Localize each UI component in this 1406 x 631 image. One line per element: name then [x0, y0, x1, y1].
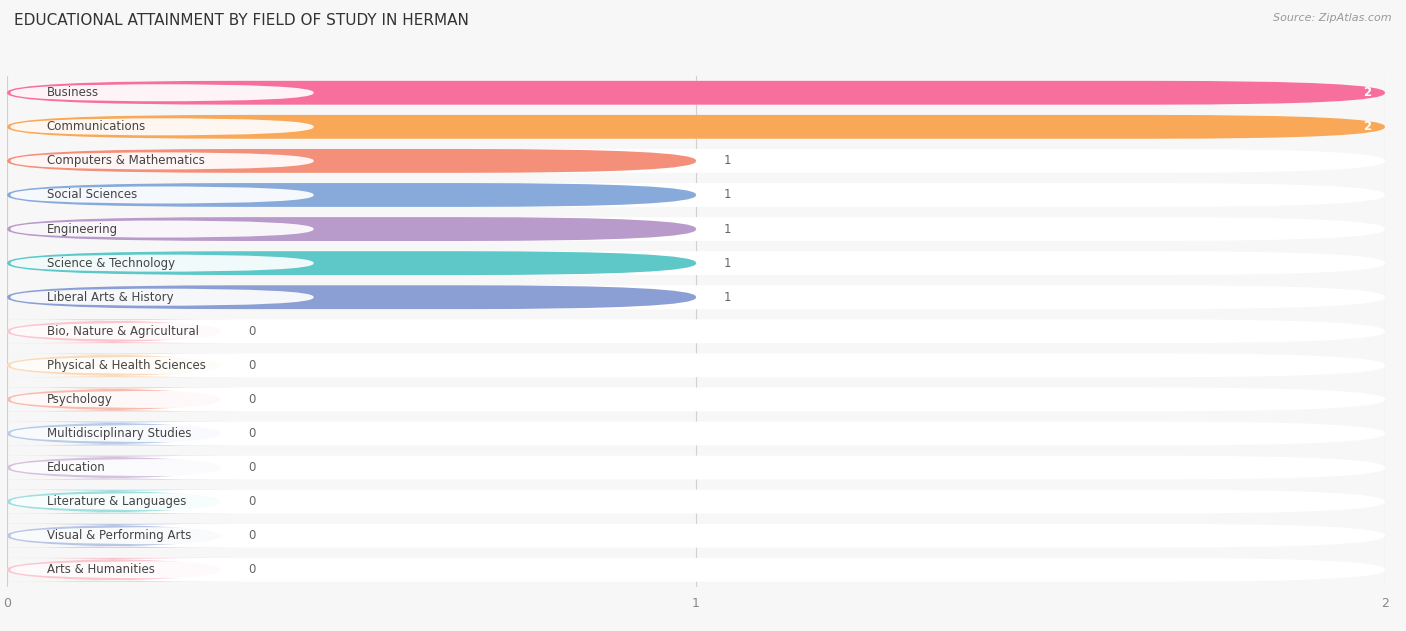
FancyBboxPatch shape	[7, 353, 1385, 377]
FancyBboxPatch shape	[0, 387, 239, 411]
FancyBboxPatch shape	[10, 220, 314, 238]
Text: Bio, Nature & Agricultural: Bio, Nature & Agricultural	[46, 325, 198, 338]
FancyBboxPatch shape	[10, 152, 314, 170]
Text: Education: Education	[46, 461, 105, 474]
FancyBboxPatch shape	[0, 490, 239, 514]
Text: 0: 0	[247, 359, 256, 372]
Text: 1: 1	[724, 189, 731, 201]
Text: Arts & Humanities: Arts & Humanities	[46, 563, 155, 576]
Text: 2: 2	[1362, 121, 1371, 133]
Text: 0: 0	[247, 325, 256, 338]
FancyBboxPatch shape	[0, 524, 239, 548]
Text: Engineering: Engineering	[46, 223, 118, 235]
FancyBboxPatch shape	[10, 254, 314, 272]
FancyBboxPatch shape	[7, 422, 1385, 445]
Text: 1: 1	[724, 155, 731, 167]
Text: Physical & Health Sciences: Physical & Health Sciences	[46, 359, 205, 372]
Text: Source: ZipAtlas.com: Source: ZipAtlas.com	[1274, 13, 1392, 23]
FancyBboxPatch shape	[10, 186, 314, 204]
Text: 2: 2	[1362, 86, 1371, 99]
Text: Literature & Languages: Literature & Languages	[46, 495, 186, 508]
Text: 1: 1	[724, 291, 731, 304]
Text: 1: 1	[724, 257, 731, 269]
FancyBboxPatch shape	[7, 81, 1385, 105]
Text: 1: 1	[724, 223, 731, 235]
FancyBboxPatch shape	[7, 251, 696, 275]
Text: 0: 0	[247, 529, 256, 542]
Text: Computers & Mathematics: Computers & Mathematics	[46, 155, 205, 167]
FancyBboxPatch shape	[10, 459, 314, 476]
FancyBboxPatch shape	[7, 319, 1385, 343]
Text: Social Sciences: Social Sciences	[46, 189, 138, 201]
FancyBboxPatch shape	[0, 456, 239, 480]
FancyBboxPatch shape	[10, 425, 314, 442]
Text: 0: 0	[247, 427, 256, 440]
Text: 0: 0	[247, 393, 256, 406]
FancyBboxPatch shape	[0, 422, 239, 445]
FancyBboxPatch shape	[7, 149, 696, 173]
FancyBboxPatch shape	[7, 81, 1385, 105]
FancyBboxPatch shape	[10, 561, 314, 579]
FancyBboxPatch shape	[7, 115, 1385, 139]
FancyBboxPatch shape	[10, 118, 314, 136]
FancyBboxPatch shape	[0, 319, 239, 343]
FancyBboxPatch shape	[7, 183, 1385, 207]
FancyBboxPatch shape	[7, 217, 696, 241]
FancyBboxPatch shape	[7, 490, 1385, 514]
FancyBboxPatch shape	[10, 322, 314, 340]
Text: Liberal Arts & History: Liberal Arts & History	[46, 291, 173, 304]
FancyBboxPatch shape	[7, 285, 1385, 309]
Text: 0: 0	[247, 495, 256, 508]
Text: Science & Technology: Science & Technology	[46, 257, 174, 269]
Text: Multidisciplinary Studies: Multidisciplinary Studies	[46, 427, 191, 440]
Text: Business: Business	[46, 86, 98, 99]
FancyBboxPatch shape	[7, 558, 1385, 582]
FancyBboxPatch shape	[7, 285, 696, 309]
FancyBboxPatch shape	[7, 115, 1385, 139]
FancyBboxPatch shape	[10, 391, 314, 408]
FancyBboxPatch shape	[7, 251, 1385, 275]
Text: EDUCATIONAL ATTAINMENT BY FIELD OF STUDY IN HERMAN: EDUCATIONAL ATTAINMENT BY FIELD OF STUDY…	[14, 13, 470, 28]
FancyBboxPatch shape	[0, 558, 239, 582]
Text: Visual & Performing Arts: Visual & Performing Arts	[46, 529, 191, 542]
FancyBboxPatch shape	[10, 357, 314, 374]
FancyBboxPatch shape	[10, 84, 314, 102]
FancyBboxPatch shape	[7, 183, 696, 207]
FancyBboxPatch shape	[10, 493, 314, 510]
FancyBboxPatch shape	[0, 353, 239, 377]
FancyBboxPatch shape	[10, 288, 314, 306]
FancyBboxPatch shape	[7, 217, 1385, 241]
FancyBboxPatch shape	[10, 527, 314, 545]
Text: 0: 0	[247, 563, 256, 576]
Text: Psychology: Psychology	[46, 393, 112, 406]
FancyBboxPatch shape	[7, 524, 1385, 548]
Text: 0: 0	[247, 461, 256, 474]
FancyBboxPatch shape	[7, 387, 1385, 411]
FancyBboxPatch shape	[7, 456, 1385, 480]
Text: Communications: Communications	[46, 121, 146, 133]
FancyBboxPatch shape	[7, 149, 1385, 173]
